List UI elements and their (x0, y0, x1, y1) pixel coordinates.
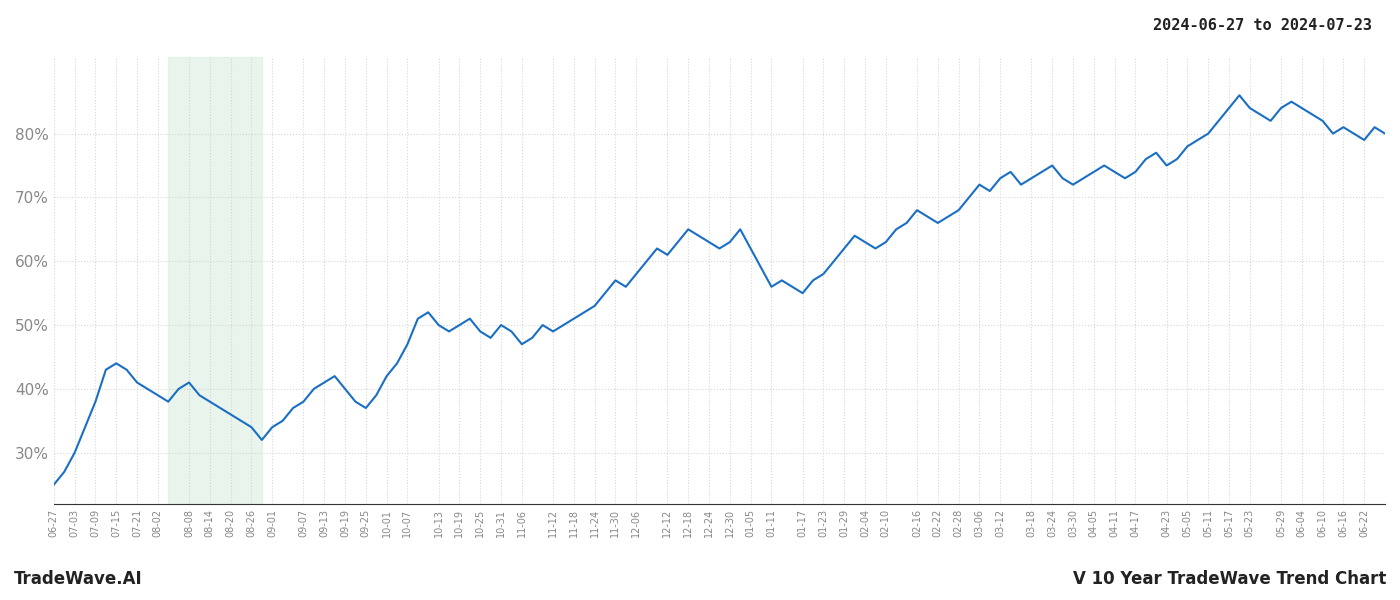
Text: TradeWave.AI: TradeWave.AI (14, 570, 143, 588)
Text: 2024-06-27 to 2024-07-23: 2024-06-27 to 2024-07-23 (1154, 18, 1372, 33)
Text: V 10 Year TradeWave Trend Chart: V 10 Year TradeWave Trend Chart (1072, 570, 1386, 588)
Bar (168, 57, 262, 504)
